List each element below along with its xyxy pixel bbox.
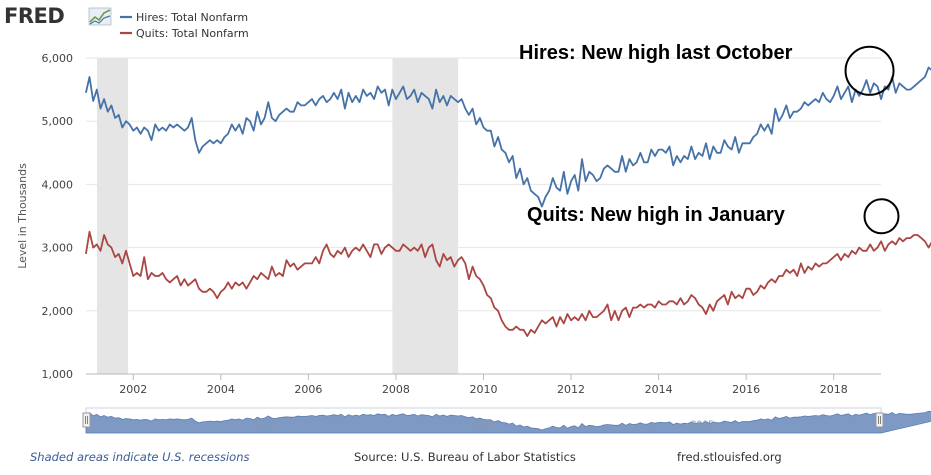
series-lines [85, 64, 931, 338]
navigator-series-area [85, 410, 931, 434]
range-handle-icon[interactable] [875, 412, 884, 428]
fred-chart-logo-icon [88, 7, 112, 26]
x-axis-ticks: 2002 2004 2006 2008 2010 2012 2014 2016 2018 [86, 373, 881, 396]
x-tick-label: 2004 [207, 383, 235, 396]
annotation-quits-circle [863, 198, 900, 235]
y-tick-label: 2,000 [42, 305, 74, 318]
chart-legend: Hires: Total Nonfarm Quits: Total Nonfarm [120, 11, 249, 40]
x-tick-label: 2014 [645, 383, 673, 396]
navigator-year-label: 2005 [253, 420, 276, 430]
y-tick-label: 3,000 [42, 242, 74, 255]
x-tick-label: 2016 [732, 383, 760, 396]
navigator-year-labels: 2005 2010 2015 [253, 420, 714, 430]
y-tick-label: 4,000 [42, 178, 74, 191]
y-axis-label: Level in Thousands [16, 163, 29, 269]
range-handle-icon[interactable] [82, 412, 91, 428]
x-tick-label: 2018 [820, 383, 848, 396]
series-line-hires[interactable] [85, 64, 931, 208]
chart-annotations: Hires: New high last October Quits: New h… [519, 42, 900, 235]
annotation-quits-text: Quits: New high in January [527, 204, 786, 226]
legend-label[interactable]: Quits: Total Nonfarm [136, 27, 249, 40]
source-note: Source: U.S. Bureau of Labor Statistics [354, 450, 576, 464]
x-tick-label: 2008 [382, 383, 410, 396]
site-link[interactable]: fred.stlouisfed.org [677, 450, 782, 464]
series-line-quits[interactable] [85, 216, 931, 338]
annotation-hires-circle [844, 45, 895, 96]
x-tick-label: 2006 [294, 383, 322, 396]
navigator-right-handle[interactable] [875, 412, 884, 428]
plot-background [86, 58, 881, 374]
navigator-year-label: 2015 [691, 420, 714, 430]
x-tick-label: 2012 [557, 383, 585, 396]
recession-band-2 [392, 58, 459, 374]
legend-label[interactable]: Hires: Total Nonfarm [136, 11, 248, 24]
chart-footer: Shaded areas indicate U.S. recessions So… [30, 450, 782, 464]
x-tick-label: 2010 [470, 383, 498, 396]
y-axis-ticks: 1,000 2,000 3,000 4,000 5,000 6,000 [42, 52, 74, 381]
annotation-hires-text: Hires: New high last October [519, 42, 793, 64]
navigator-left-handle[interactable] [82, 412, 91, 428]
fred-logo[interactable]: FRED [4, 4, 112, 28]
range-navigator[interactable]: 2005 2010 2015 [82, 407, 931, 434]
recession-note: Shaded areas indicate U.S. recessions [30, 450, 249, 464]
recession-shading [96, 58, 459, 374]
x-tick-label: 2002 [119, 383, 147, 396]
y-tick-label: 5,000 [42, 115, 74, 128]
y-tick-label: 1,000 [42, 368, 74, 381]
y-tick-label: 6,000 [42, 52, 74, 65]
navigator-year-label: 2010 [472, 420, 495, 430]
fred-brand-name: FRED [4, 4, 64, 28]
